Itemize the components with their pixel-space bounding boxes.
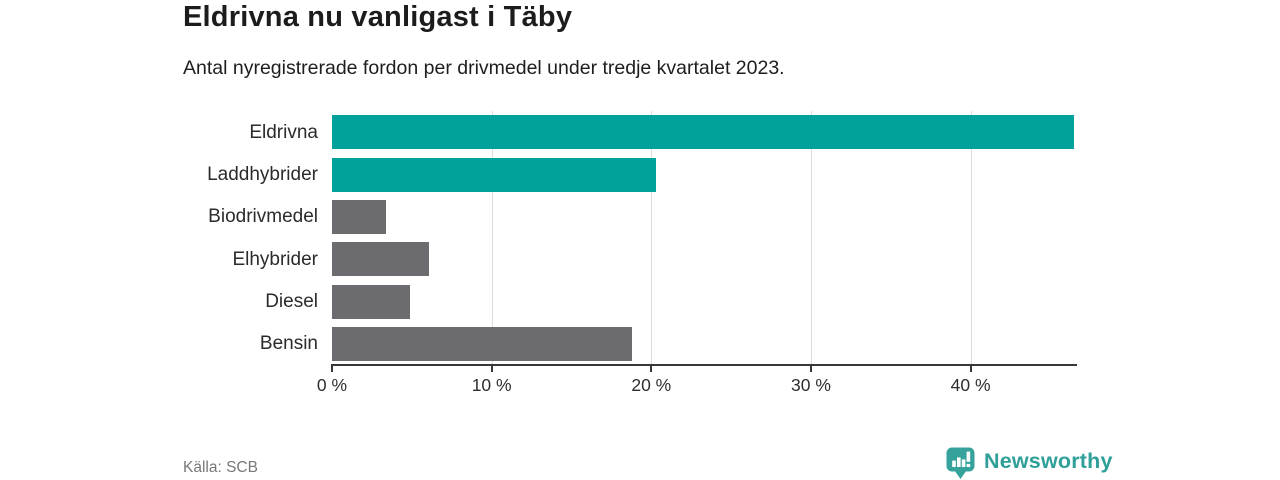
- gridline-20: [651, 111, 653, 365]
- chart-subtitle: Antal nyregistrerade fordon per drivmede…: [183, 57, 785, 79]
- gridline-10: [491, 111, 493, 365]
- x-axis-line: [331, 364, 1077, 366]
- x-tick-40: [969, 366, 972, 372]
- x-tick-30: [809, 366, 812, 372]
- newsworthy-chart-bubble-icon: [946, 447, 975, 479]
- bar-bensin: [332, 326, 633, 361]
- category-label-eldrivna: Eldrivna: [249, 121, 318, 143]
- category-label-biodrivmedel: Biodrivmedel: [208, 206, 318, 228]
- x-tick-label-10: 10 %: [471, 375, 512, 395]
- category-label-bensin: Bensin: [259, 333, 318, 355]
- category-label-elhybrider: Elhybrider: [232, 248, 318, 270]
- brand-name: Newsworthy: [984, 449, 1113, 473]
- brand-logo: Newsworthy: [946, 446, 1112, 480]
- bar-elhybrider: [332, 242, 430, 277]
- x-tick-label-40: 40 %: [950, 375, 991, 395]
- x-tick-20: [650, 366, 653, 372]
- x-tick-label-20: 20 %: [631, 375, 672, 395]
- x-tick-0: [331, 366, 333, 372]
- x-tick-label-0: 0 %: [316, 375, 348, 395]
- bar-biodrivmedel: [332, 199, 387, 234]
- bar-laddhybrider: [332, 157, 657, 192]
- bar-diesel: [332, 284, 411, 319]
- x-tick-10: [490, 366, 493, 372]
- bar-eldrivna: [332, 115, 1075, 150]
- source-note: Källa: SCB: [183, 459, 258, 476]
- category-label-diesel: Diesel: [265, 291, 318, 312]
- category-label-laddhybrider: Laddhybrider: [207, 164, 318, 185]
- x-tick-label-30: 30 %: [791, 375, 831, 395]
- chart-title: Eldrivna nu vanligast i Täby: [183, 1, 573, 33]
- gridline-40: [970, 111, 972, 365]
- gridline-30: [810, 111, 812, 365]
